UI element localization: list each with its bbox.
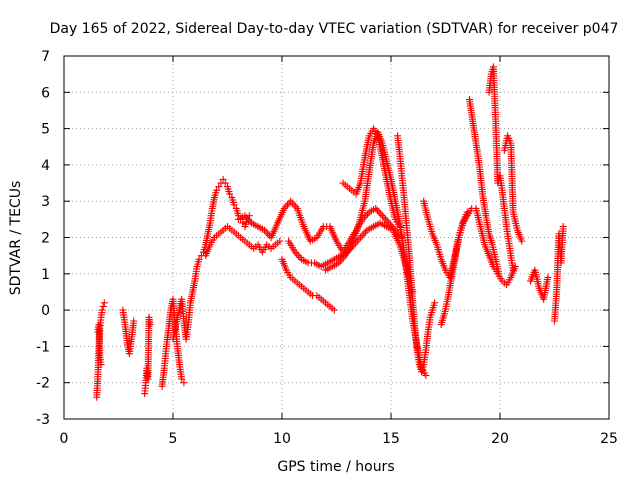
data-point bbox=[221, 179, 229, 187]
data-point bbox=[226, 190, 234, 198]
data-point bbox=[396, 223, 404, 231]
data-point-interp bbox=[288, 199, 296, 207]
data-point bbox=[559, 223, 567, 231]
data-point-interp bbox=[373, 206, 381, 214]
data-point bbox=[97, 361, 105, 369]
data-point-interp bbox=[380, 214, 388, 222]
series-seg-17.5 bbox=[437, 208, 471, 329]
series-seg-1.6 bbox=[94, 321, 105, 369]
data-point bbox=[230, 201, 238, 209]
data-point-interp bbox=[358, 232, 366, 240]
data-point bbox=[330, 306, 338, 314]
data-point-interp bbox=[283, 201, 291, 209]
data-point bbox=[356, 234, 364, 241]
data-point bbox=[178, 375, 186, 383]
data-point bbox=[99, 302, 107, 310]
series-seg-2.8 bbox=[119, 306, 138, 358]
x-tick-label: 10 bbox=[273, 431, 291, 447]
x-axis-tick-labels: 0 5 10 15 20 25 bbox=[60, 431, 618, 447]
data-point bbox=[431, 299, 439, 307]
data-point-interp bbox=[336, 257, 344, 265]
data-point-interp bbox=[296, 253, 304, 261]
y-tick-label: 7 bbox=[41, 49, 50, 65]
data-point bbox=[213, 186, 221, 194]
y-axis-label: SDTVAR / TECUs bbox=[8, 181, 24, 296]
data-point bbox=[463, 208, 471, 216]
series-seg-15.5 bbox=[394, 132, 439, 376]
data-point bbox=[146, 321, 154, 329]
series-seg-5.0 bbox=[169, 175, 253, 343]
data-point-interp bbox=[361, 228, 369, 236]
x-tick-label: 20 bbox=[491, 431, 509, 447]
data-point bbox=[239, 219, 247, 227]
y-tick-label: -2 bbox=[36, 376, 50, 392]
series-seg-10.0 bbox=[278, 255, 338, 314]
data-point-interp bbox=[364, 210, 372, 218]
series-seg-6.5 bbox=[202, 223, 284, 260]
y-tick-label: 1 bbox=[41, 267, 50, 283]
data-point bbox=[130, 317, 138, 325]
series-seg-3.8 bbox=[141, 313, 154, 398]
y-tick-label: -3 bbox=[36, 412, 50, 428]
data-point bbox=[180, 379, 188, 387]
x-tick-label: 0 bbox=[60, 431, 69, 447]
data-point bbox=[287, 197, 295, 205]
data-point bbox=[378, 212, 386, 220]
y-tick-label: 5 bbox=[41, 122, 50, 138]
x-tick-label: 15 bbox=[382, 431, 400, 447]
data-point bbox=[511, 263, 519, 271]
chart-title: Day 165 of 2022, Sidereal Day-to-day VTE… bbox=[50, 21, 619, 37]
data-point-interp bbox=[360, 230, 368, 238]
series-seg-12.8 bbox=[339, 125, 404, 231]
data-point-interp bbox=[290, 201, 298, 209]
series-seg-22.6 bbox=[551, 223, 567, 325]
y-tick-label: -1 bbox=[36, 339, 50, 355]
y-tick-label: 0 bbox=[41, 303, 50, 319]
y-tick-label: 3 bbox=[41, 194, 50, 210]
data-point bbox=[100, 299, 108, 307]
series-seg-20.2 bbox=[500, 132, 526, 245]
x-axis-label: GPS time / hours bbox=[277, 459, 394, 475]
x-tick-label: 5 bbox=[169, 431, 178, 447]
data-point bbox=[518, 237, 526, 245]
data-point bbox=[544, 273, 552, 281]
y-tick-label: 4 bbox=[41, 158, 50, 174]
axis-ticks bbox=[63, 55, 610, 420]
data-point bbox=[422, 371, 430, 379]
series-seg-19.5 bbox=[485, 63, 517, 274]
data-point-interp bbox=[294, 252, 302, 260]
data-points bbox=[93, 63, 567, 401]
data-point bbox=[215, 183, 223, 191]
data-point bbox=[98, 306, 106, 314]
y-tick-label: 6 bbox=[41, 85, 50, 101]
y-axis-tick-labels: -3 -2 -1 0 1 2 3 4 5 6 7 bbox=[36, 49, 50, 428]
x-tick-label: 25 bbox=[600, 431, 618, 447]
series-seg-18.9 bbox=[472, 204, 519, 289]
data-point bbox=[195, 255, 203, 263]
data-point-interp bbox=[382, 215, 390, 223]
series-seg-21.5 bbox=[527, 266, 552, 303]
data-point-interp bbox=[377, 210, 385, 218]
data-point bbox=[276, 237, 284, 245]
y-tick-label: 2 bbox=[41, 231, 50, 247]
data-point-interp bbox=[262, 228, 270, 236]
data-point bbox=[219, 175, 227, 183]
